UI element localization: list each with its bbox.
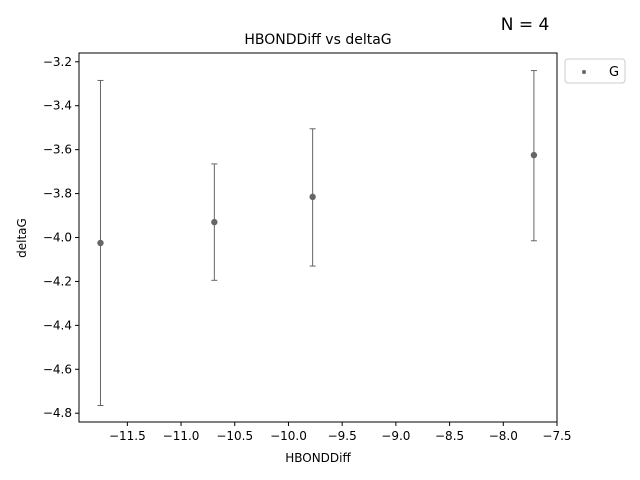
plot-marks (97, 70, 538, 407)
sample-count-annotation: N = 4 (501, 15, 550, 35)
data-point (97, 239, 104, 247)
x-axis-title: HBONDDiff (285, 451, 351, 465)
y-axis-title: deltaG (15, 218, 29, 258)
x-tick-label: −9.5 (328, 429, 357, 443)
x-tick-label: −9.0 (381, 429, 410, 443)
x-tick-label: −8.5 (435, 429, 464, 443)
y-tick-label: −4.2 (43, 274, 72, 288)
axis-ticks: −11.5 −11.0 −10.5 −10.0 −9.5 −9.0 −8.5 −8.0 −7.5… (43, 55, 572, 443)
x-tick-label: −10.0 (270, 429, 307, 443)
y-tick-label: −4.6 (43, 362, 72, 376)
chart-title: HBONDDiff vs deltaG (244, 32, 391, 48)
y-tick-label: −4.4 (43, 318, 72, 332)
y-tick-label: −3.6 (43, 143, 72, 157)
legend-label: G (609, 65, 619, 80)
x-tick-label: −8.0 (489, 429, 518, 443)
y-tick-label: −3.8 (43, 187, 72, 201)
plot-frame (78, 52, 558, 423)
y-tick-label: −3.4 (43, 99, 72, 113)
legend-marker (582, 70, 586, 74)
y-tick-label: −4.0 (43, 231, 72, 245)
x-tick-label: −10.5 (216, 429, 253, 443)
legend: G (564, 58, 626, 84)
data-point (211, 218, 218, 226)
x-tick-label: −11.0 (163, 429, 200, 443)
x-tick-label: −7.5 (542, 429, 571, 443)
x-tick-label: −11.5 (109, 429, 146, 443)
data-point (309, 193, 316, 201)
legend-box (564, 58, 626, 84)
y-tick-label: −4.8 (43, 406, 72, 420)
data-point (530, 151, 538, 159)
y-tick-label: −3.2 (43, 55, 72, 69)
